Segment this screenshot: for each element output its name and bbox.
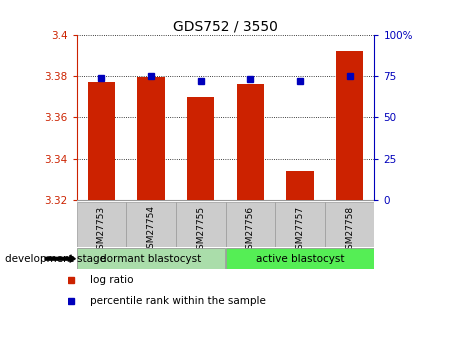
Bar [126, 202, 176, 247]
Text: GSM27758: GSM27758 [345, 205, 354, 255]
Bar [77, 248, 226, 269]
Bar [77, 202, 126, 247]
Bar [176, 202, 226, 247]
Text: dormant blastocyst: dormant blastocyst [101, 254, 202, 264]
Text: GSM27756: GSM27756 [246, 205, 255, 255]
Text: GSM27755: GSM27755 [196, 205, 205, 255]
Text: GSM27753: GSM27753 [97, 205, 106, 255]
Bar [88, 82, 115, 200]
Text: active blastocyst: active blastocyst [256, 254, 344, 264]
Bar [325, 202, 374, 247]
Bar [237, 84, 264, 200]
Text: GSM27754: GSM27754 [147, 205, 156, 254]
Bar [286, 171, 313, 200]
Bar [275, 202, 325, 247]
Title: GDS752 / 3550: GDS752 / 3550 [173, 19, 278, 33]
Text: development stage: development stage [5, 254, 106, 264]
Bar [226, 202, 275, 247]
Bar [336, 51, 363, 200]
Text: percentile rank within the sample: percentile rank within the sample [90, 296, 266, 306]
Text: log ratio: log ratio [90, 275, 133, 285]
Text: GSM27757: GSM27757 [295, 205, 304, 255]
Bar [138, 77, 165, 200]
Bar [226, 248, 374, 269]
Bar [187, 97, 214, 200]
